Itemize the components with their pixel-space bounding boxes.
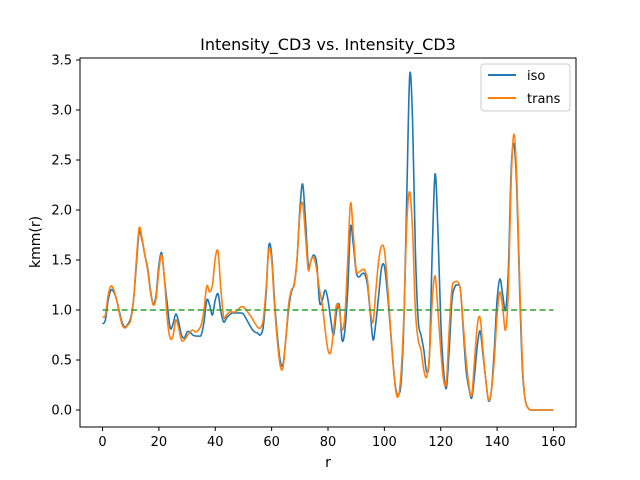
series-line-trans: [102, 133, 554, 411]
y-tick-label: 0.5: [51, 354, 72, 369]
plot-frame: [79, 57, 577, 428]
chart-title: Intensity_CD3 vs. Intensity_CD3: [200, 35, 456, 55]
x-axis-label: r: [325, 455, 331, 471]
x-tick-label: 80: [320, 435, 337, 450]
y-tick-label: 2.0: [51, 204, 72, 219]
x-tick-label: 0: [98, 435, 106, 450]
x-tick-label: 20: [151, 435, 168, 450]
y-tick-label: 1.5: [51, 254, 72, 269]
x-tick-label: 40: [207, 435, 224, 450]
x-tick-label: 160: [541, 435, 566, 450]
x-axis-ticks: 0 20 40 60 80 100 120 140 160: [98, 427, 566, 450]
y-tick-label: 3.0: [51, 104, 72, 119]
y-tick-label: 3.5: [51, 54, 72, 69]
y-axis-label: kmm(r): [28, 216, 44, 268]
series-line-iso: [101, 71, 554, 411]
x-tick-label: 60: [263, 435, 280, 450]
y-tick-label: 2.5: [51, 154, 72, 169]
y-tick-label: 0.0: [51, 404, 72, 419]
x-tick-label: 100: [372, 435, 397, 450]
legend-label-iso: iso: [527, 69, 545, 84]
x-tick-label: 140: [485, 435, 510, 450]
x-tick-label: 120: [428, 435, 453, 450]
legend: iso trans: [480, 63, 571, 112]
legend-label-trans: trans: [527, 92, 561, 107]
plot-lines: [101, 71, 554, 411]
y-tick-label: 1.0: [51, 304, 72, 319]
y-axis-ticks: 0.0 0.5 1.0 1.5 2.0 2.5 3.0 3.5: [51, 54, 80, 419]
